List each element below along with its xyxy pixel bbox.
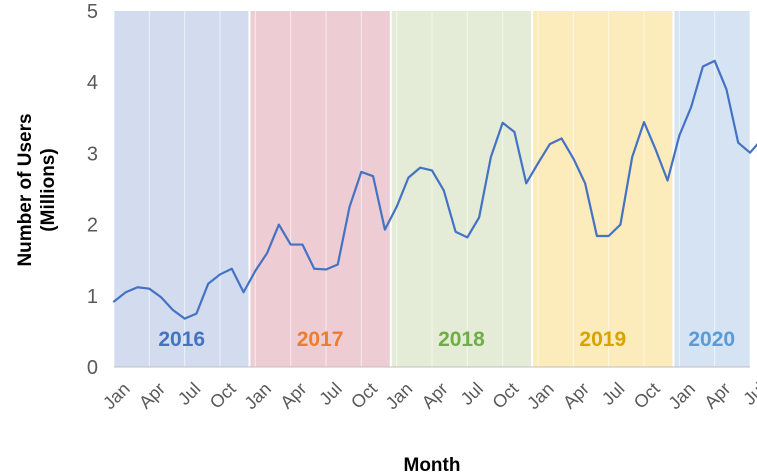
year-band-2016 [114, 11, 249, 367]
year-labels: 2016 2017 2018 2019 2020 [158, 328, 735, 351]
y-tick-label: 1 [87, 286, 98, 308]
year-label-2018: 2018 [438, 328, 485, 351]
y-tick-label: 0 [87, 357, 98, 379]
x-axis-title: Month [404, 455, 461, 476]
vertical-gridlines [113, 11, 751, 367]
x-tick-label: Oct [347, 379, 381, 413]
y-tick-label: 3 [87, 143, 98, 165]
year-band-2017 [250, 11, 390, 367]
x-tick-label: Oct [488, 379, 522, 413]
x-tick-label: Apr [135, 379, 169, 413]
year-band-2019 [533, 11, 673, 367]
x-tick-label: Jul [739, 379, 757, 409]
y-tick-labels: 0 1 2 3 4 5 [87, 1, 98, 379]
x-tick-label: Oct [630, 379, 664, 413]
x-tick-label: Jul [598, 379, 628, 409]
x-tick-label: Apr [559, 379, 593, 413]
x-tick-label: Jan [382, 379, 417, 414]
x-tick-label: Jan [99, 379, 134, 414]
x-tick-label: Jul [457, 379, 487, 409]
x-tick-labels: Jan Apr Jul Oct Jan Apr Jul Oct Jan Apr Jul Oct Jan A… [99, 379, 757, 414]
y-axis-title-line-1: Number of Users [15, 113, 36, 266]
y-tick-label: 2 [87, 215, 98, 237]
x-tick-label: Jul [315, 379, 345, 409]
x-tick-label: Jan [664, 379, 699, 414]
year-band-2018 [391, 11, 532, 367]
x-tick-label: Apr [418, 379, 452, 413]
y-tick-label: 5 [87, 1, 98, 23]
x-tick-label: Jan [523, 379, 558, 414]
x-tick-label: Jul [174, 379, 204, 409]
x-tick-label: Oct [206, 379, 240, 413]
year-label-2019: 2019 [579, 328, 626, 351]
x-tick-label: Jan [240, 379, 275, 414]
year-bands [114, 11, 750, 367]
y-axis-title-line-2: (Millions) [38, 148, 59, 231]
x-tick-label: Apr [276, 379, 310, 413]
year-label-2020: 2020 [688, 328, 735, 351]
y-tick-label: 4 [87, 72, 98, 94]
year-label-2016: 2016 [158, 328, 205, 351]
year-band-2020 [674, 11, 750, 367]
x-tick-label: Apr [700, 379, 734, 413]
year-label-2017: 2017 [297, 328, 344, 351]
users-series-line [112, 59, 757, 320]
